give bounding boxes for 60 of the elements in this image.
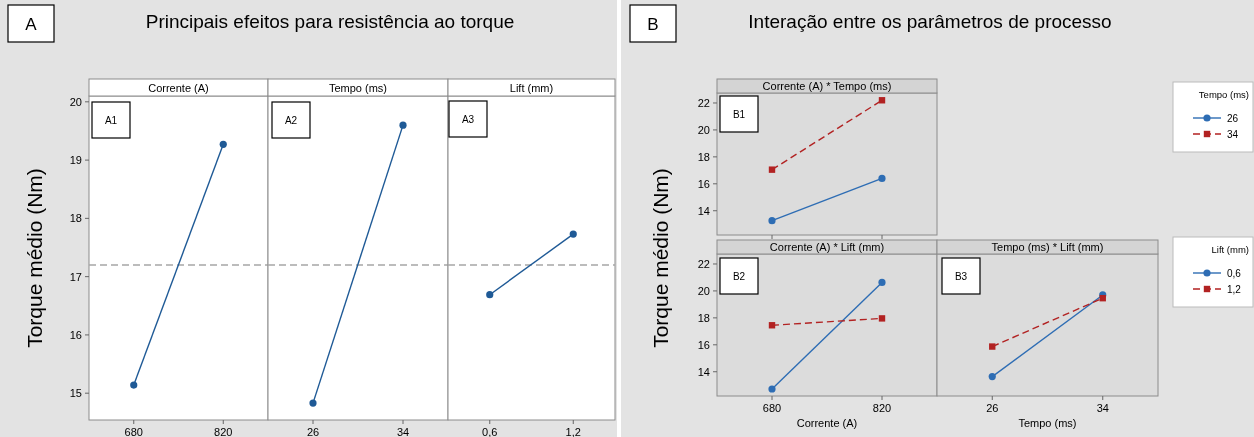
annotation: A1 (104, 115, 118, 126)
point (768, 217, 776, 225)
legend-title: Tempo (ms) (1198, 89, 1249, 100)
y-tick-label: 17 (69, 270, 82, 283)
chart-subtitle: Corrente (A) * Lift (mm) (769, 241, 885, 253)
annotation: B2 (732, 271, 746, 282)
x-tick-label: 820 (214, 426, 233, 437)
point (988, 373, 996, 381)
x-tick-label: 680 (762, 402, 782, 414)
legend-label: 0,6 (1227, 268, 1242, 279)
x-tick-label: 34 (1096, 402, 1109, 414)
legend-label: 26 (1227, 113, 1239, 124)
point (878, 174, 886, 183)
x-axis-title: Tempo (ms) (1018, 417, 1077, 429)
legend-title: Lift (mm) (1211, 244, 1249, 255)
y-tick-label: 22 (697, 257, 710, 270)
x-tick-label: 34 (396, 426, 410, 437)
x-tick-label: 0,6 (482, 426, 498, 437)
annotation: B1 (732, 109, 746, 120)
y-tick-label: 18 (697, 311, 710, 324)
chart-subtitle: Tempo (ms) (328, 81, 388, 94)
point (768, 166, 776, 173)
y-tick-label: 14 (697, 204, 710, 217)
point (878, 278, 886, 287)
text: A (25, 14, 38, 34)
y-tick-label: 14 (697, 365, 710, 378)
y-tick-label: 15 (69, 387, 82, 400)
chart-subtitle: Tempo (ms) * Lift (mm) (991, 241, 1104, 253)
y-tick-label: 22 (697, 96, 710, 109)
y-tick-label: 18 (697, 150, 710, 163)
x-tick-label: 1,2 (565, 426, 581, 437)
x-tick-label: 820 (872, 402, 892, 414)
y-tick-label: 16 (697, 338, 710, 351)
legend-label: 34 (1227, 129, 1239, 140)
text: Principais efeitos para resistência ao torque (145, 11, 515, 32)
y-tick-label: 18 (69, 212, 82, 225)
x-tick-label: 26 (306, 426, 320, 437)
text: B (647, 14, 659, 34)
point (989, 343, 996, 350)
annotation: A2 (284, 115, 298, 126)
chart-subtitle: Lift (mm) (509, 81, 554, 94)
y-tick-label: 20 (69, 95, 82, 108)
point (768, 385, 776, 393)
legend-label: 1,2 (1227, 284, 1242, 295)
chart-title: Interação entre os parâmetros de processo (748, 11, 1112, 32)
x-tick-label: 26 (986, 402, 999, 414)
y-tick-label: 20 (697, 284, 710, 297)
annotation: A3 (461, 114, 475, 125)
y-tick-label: 16 (697, 177, 710, 190)
y-tick-label: 19 (69, 154, 82, 167)
y-tick-label: 20 (697, 123, 710, 136)
chart-subtitle: Corrente (A) * Tempo (ms) (762, 80, 892, 92)
point (878, 315, 886, 322)
y-tick-label: 16 (69, 328, 82, 341)
y-axis-title: Torque médio (Nm) (23, 168, 46, 348)
chart-subtitle: Corrente (A) (148, 81, 209, 94)
x-tick-label: 680 (124, 426, 143, 437)
annotation: B3 (954, 271, 968, 282)
x-axis-title: Corrente (A) (796, 417, 858, 429)
y-axis-title: Torque médio (Nm) (649, 168, 672, 348)
